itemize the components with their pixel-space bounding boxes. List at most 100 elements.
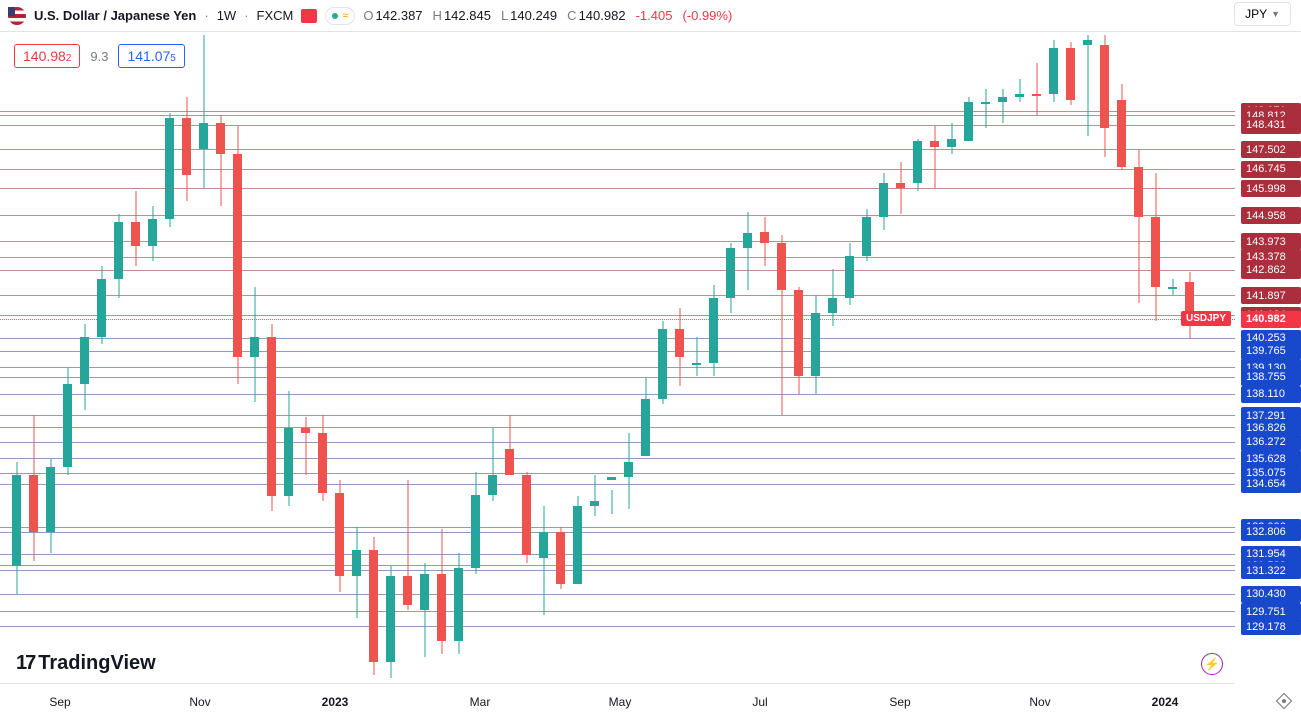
candle xyxy=(707,285,720,376)
time-axis-label[interactable]: 2023 xyxy=(322,695,349,709)
price-level-line xyxy=(0,594,1235,595)
candle xyxy=(214,115,227,206)
candle xyxy=(1013,79,1026,102)
price-level-line xyxy=(0,611,1235,612)
time-axis-label[interactable]: Jul xyxy=(752,695,767,709)
time-axis[interactable]: Sep Nov 2023 Mar May Jul Sep Nov 2024 xyxy=(0,683,1235,717)
price-level-label[interactable]: 142.862 xyxy=(1241,262,1301,279)
candle xyxy=(571,496,584,572)
time-axis-label[interactable]: Nov xyxy=(1029,695,1050,709)
price-level-label[interactable]: 147.502 xyxy=(1241,141,1301,158)
candle xyxy=(231,126,244,384)
candle xyxy=(520,472,533,563)
price-level-line xyxy=(0,427,1235,428)
candle xyxy=(775,235,788,415)
candle xyxy=(367,537,380,675)
candle xyxy=(894,162,907,214)
price-level-label[interactable]: 139.765 xyxy=(1241,343,1301,360)
candle xyxy=(418,563,431,657)
candle xyxy=(996,89,1009,123)
candle xyxy=(1030,63,1043,115)
broker[interactable]: FXCM xyxy=(257,8,294,23)
price-level-label[interactable]: 132.806 xyxy=(1241,524,1301,541)
candle xyxy=(112,214,125,297)
price-level-line xyxy=(0,473,1235,474)
candle xyxy=(146,206,159,261)
time-axis-label[interactable]: Sep xyxy=(889,695,910,709)
time-axis-label[interactable]: 2024 xyxy=(1152,695,1179,709)
candle xyxy=(860,209,873,261)
price-level-line xyxy=(0,377,1235,378)
candle xyxy=(537,506,550,615)
price-level-line xyxy=(0,241,1235,242)
chart-header: U.S. Dollar / Japanese Yen · 1W · FXCM ≈… xyxy=(0,0,1301,32)
current-price-label[interactable]: 140.982 xyxy=(1241,311,1301,328)
price-level-line xyxy=(0,570,1235,571)
price-axis[interactable]: 148.971148.812148.431147.502146.745145.9… xyxy=(1235,32,1301,683)
symbol-title[interactable]: U.S. Dollar / Japanese Yen xyxy=(34,8,196,23)
market-status-icon: ≈ xyxy=(325,7,355,25)
candle xyxy=(299,417,312,474)
interval[interactable]: 1W xyxy=(217,8,237,23)
candle xyxy=(1064,42,1077,104)
currency-selector[interactable]: JPY▼ xyxy=(1234,2,1291,26)
price-level-label[interactable]: 146.745 xyxy=(1241,161,1301,178)
candle xyxy=(877,173,890,230)
price-level-line xyxy=(0,295,1235,296)
candle xyxy=(384,566,397,678)
price-level-label[interactable]: 138.755 xyxy=(1241,369,1301,386)
candle xyxy=(639,378,652,456)
chart-canvas[interactable]: USDJPY xyxy=(0,32,1235,683)
candle xyxy=(503,415,516,454)
candle xyxy=(401,480,414,610)
price-level-label[interactable]: 136.272 xyxy=(1241,434,1301,451)
indicator-red-icon xyxy=(301,9,317,23)
time-axis-label[interactable]: Sep xyxy=(49,695,70,709)
ticker-badge[interactable]: USDJPY xyxy=(1181,311,1231,326)
price-level-label[interactable]: 145.998 xyxy=(1241,180,1301,197)
candle xyxy=(486,428,499,501)
candle xyxy=(27,415,40,561)
flash-icon[interactable]: ⚡ xyxy=(1201,653,1223,675)
candle xyxy=(622,433,635,509)
price-level-line xyxy=(0,394,1235,395)
candle xyxy=(1081,35,1094,137)
price-level-label[interactable]: 144.958 xyxy=(1241,207,1301,224)
price-level-label[interactable]: 138.110 xyxy=(1241,386,1301,403)
candle xyxy=(588,475,601,517)
candle xyxy=(469,472,482,574)
price-level-line xyxy=(0,484,1235,485)
target-icon[interactable] xyxy=(1275,692,1293,710)
price-level-line xyxy=(0,565,1235,566)
candle xyxy=(792,287,805,394)
candle xyxy=(758,217,771,266)
candle xyxy=(809,295,822,394)
price-level-line xyxy=(0,458,1235,459)
candle xyxy=(44,459,57,553)
price-level-label[interactable]: 143.973 xyxy=(1241,233,1301,250)
candle xyxy=(843,243,856,305)
candle xyxy=(911,139,924,191)
current-price-line xyxy=(0,319,1235,320)
price-level-label[interactable]: 141.897 xyxy=(1241,287,1301,304)
ohlc-readout: O142.387 H142.845 L140.249 C140.982 -1.4… xyxy=(363,8,732,23)
price-level-label[interactable]: 134.654 xyxy=(1241,476,1301,493)
price-level-line xyxy=(0,532,1235,533)
price-level-line xyxy=(0,215,1235,216)
ask-price[interactable]: 141.075 xyxy=(118,44,184,68)
price-level-label[interactable]: 131.322 xyxy=(1241,562,1301,579)
candle xyxy=(554,527,567,589)
bid-price[interactable]: 140.982 xyxy=(14,44,80,68)
price-level-line xyxy=(0,315,1235,316)
candle xyxy=(61,368,74,475)
candle xyxy=(1183,272,1196,340)
candle xyxy=(1047,40,1060,102)
time-axis-label[interactable]: Nov xyxy=(189,695,210,709)
price-level-label[interactable]: 148.431 xyxy=(1241,117,1301,134)
price-level-label[interactable]: 129.178 xyxy=(1241,618,1301,635)
time-axis-label[interactable]: Mar xyxy=(470,695,491,709)
candle xyxy=(1149,173,1162,321)
time-axis-label[interactable]: May xyxy=(609,695,632,709)
price-level-label[interactable]: 130.430 xyxy=(1241,586,1301,603)
tradingview-logo[interactable]: 17 TradingView xyxy=(16,652,156,675)
